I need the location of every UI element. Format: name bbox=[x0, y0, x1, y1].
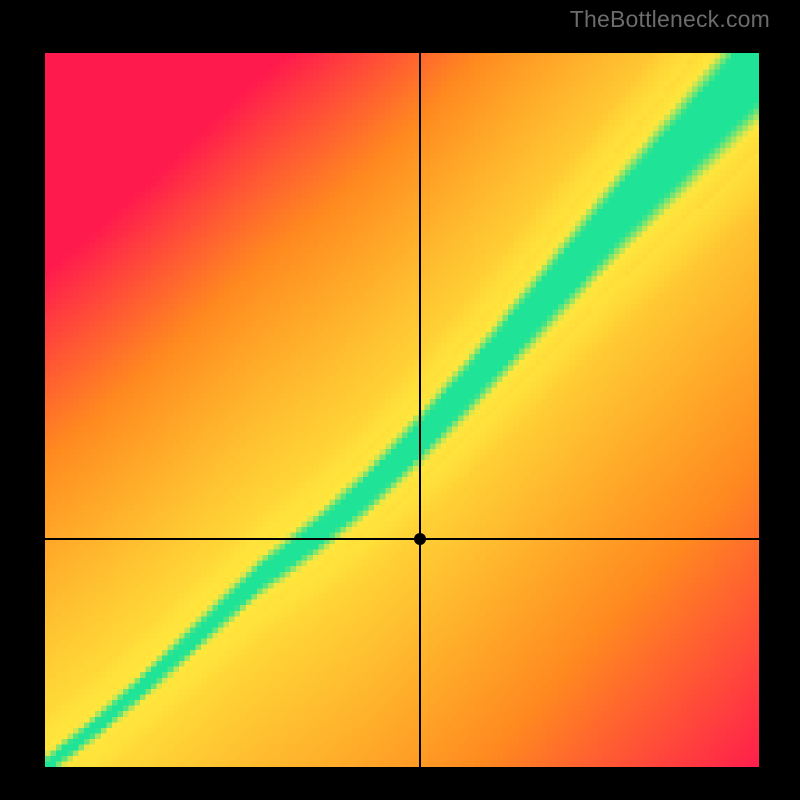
crosshair-horizontal-line bbox=[45, 538, 759, 540]
page-root: TheBottleneck.com bbox=[0, 0, 800, 800]
heatmap-canvas bbox=[45, 53, 759, 767]
crosshair-vertical-line bbox=[419, 53, 421, 767]
crosshair-dot bbox=[414, 533, 426, 545]
chart-plot-area bbox=[45, 53, 759, 767]
watermark-text: TheBottleneck.com bbox=[570, 6, 770, 33]
